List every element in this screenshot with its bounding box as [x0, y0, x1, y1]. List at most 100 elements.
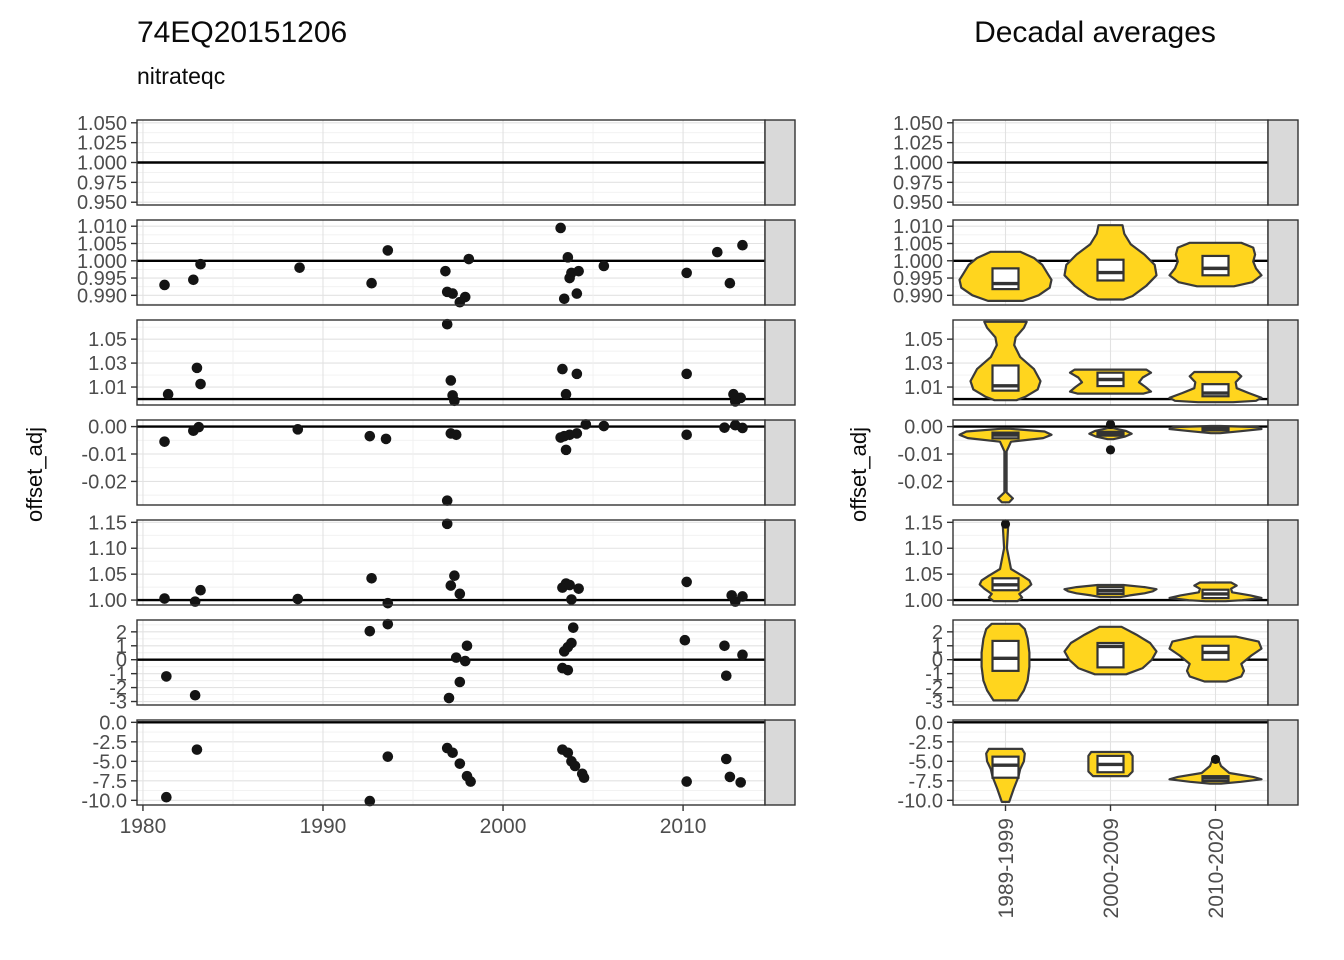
facet-strip — [1267, 219, 1299, 306]
y-tick-label: -0.01 — [897, 444, 943, 466]
y-tick-label: 0.995 — [893, 268, 943, 290]
y-tick-label: 0.950 — [77, 192, 127, 214]
violin-boxplot — [991, 267, 1020, 291]
scatter-point — [679, 634, 691, 646]
scatter-point — [737, 422, 748, 434]
violin-shape — [1168, 759, 1263, 785]
facet-strip — [1267, 119, 1299, 206]
scatter-point — [292, 593, 304, 605]
y-tick-label: 1.03 — [904, 353, 943, 375]
scatter-point — [724, 277, 736, 289]
scatter-point — [681, 776, 692, 787]
violin-shape — [958, 427, 1053, 504]
y-tick-label: 1.15 — [88, 512, 127, 534]
scatter-point — [454, 758, 466, 769]
outlier-point — [1000, 519, 1011, 529]
scatter-point — [366, 277, 377, 289]
violin-shape — [969, 320, 1042, 402]
scatter-point — [459, 655, 471, 667]
scatter-point — [161, 671, 172, 682]
y-tick-label: 1.000 — [893, 153, 943, 175]
x-category-label: 2010-2020 — [1205, 818, 1228, 918]
scatter-point — [189, 689, 201, 701]
scatter-point — [566, 637, 577, 649]
scatter-point — [681, 267, 692, 279]
y-tick-label: -0.01 — [81, 444, 127, 466]
y-tick-label: 1.10 — [88, 538, 127, 560]
scatter-point — [382, 618, 394, 630]
scatter-point — [719, 422, 730, 433]
scatter-point — [571, 288, 583, 299]
scatter-point — [445, 580, 457, 591]
y-tick-label: 1.005 — [893, 233, 943, 255]
scatter-point — [720, 670, 732, 682]
y-tick-label: 0.00 — [904, 417, 943, 439]
scatter-point — [724, 771, 736, 783]
y-tick-label: 1.05 — [904, 329, 943, 351]
y-tick-label: 1.10 — [904, 538, 943, 560]
scatter-point — [159, 593, 170, 604]
scatter-point — [598, 420, 610, 432]
scatter-point — [364, 430, 376, 442]
right-panel-salinity: 0.00-0.01-0.02salinity — [897, 417, 1299, 506]
scatter-point — [292, 424, 304, 435]
scatter-point — [441, 518, 453, 530]
x-tick-label: 1990 — [300, 815, 347, 838]
scatter-point — [555, 222, 566, 234]
violin-boxplot — [1096, 258, 1125, 282]
violin-boxplot — [991, 755, 1020, 779]
scatter-point — [465, 776, 476, 787]
y-tick-label: 1 — [116, 636, 127, 658]
y-tick-label: -1 — [109, 664, 127, 686]
y-tick-label: 0.995 — [77, 268, 127, 290]
facet-strip — [1267, 519, 1299, 606]
scatter-point — [459, 291, 471, 303]
scatter-point — [294, 262, 305, 273]
left-panel-phosphate: 1.051.031.01phosphate — [88, 318, 796, 407]
y-tick-label: 1.05 — [904, 564, 943, 586]
y-tick-label: 1.15 — [904, 512, 943, 534]
y-tick-label: 0.950 — [893, 192, 943, 214]
scatter-point — [189, 596, 201, 607]
x-tick-label: 1980 — [120, 815, 167, 838]
violin-boxplot — [991, 639, 1020, 672]
scatter-point — [382, 751, 394, 762]
scatter-point — [463, 253, 475, 265]
scatter-point — [195, 378, 206, 390]
y-tick-label: -0.02 — [897, 471, 943, 493]
y-tick-label: 1.050 — [893, 113, 943, 135]
scatter-point — [188, 274, 199, 286]
scatter-point — [382, 597, 394, 609]
scatter-point — [450, 429, 462, 441]
x-tick-label: 2010 — [660, 815, 707, 838]
y-tick-label: -0.02 — [81, 471, 127, 493]
scatter-point — [557, 363, 568, 375]
y-tick-label: 1 — [932, 636, 943, 658]
scatter-point — [380, 433, 392, 445]
scatter-point — [441, 495, 453, 506]
outlier-point — [1210, 754, 1221, 764]
y-tick-label: 1.010 — [893, 216, 943, 238]
facet-strip — [764, 619, 796, 706]
scatter-point — [737, 649, 748, 661]
scatter-point — [445, 375, 457, 386]
scatter-point — [450, 652, 462, 663]
y-tick-label: -5.0 — [909, 751, 943, 773]
facet-strip — [764, 319, 796, 406]
scatter-point — [364, 625, 376, 637]
y-tick-label: 0.990 — [77, 285, 127, 307]
y-tick-label: 0.990 — [893, 285, 943, 307]
scatter-point — [560, 388, 572, 400]
y-tick-label: 1.025 — [77, 133, 127, 155]
scatter-point — [195, 258, 206, 270]
facet-strip — [1267, 719, 1299, 806]
y-tick-label: 1.00 — [904, 590, 943, 612]
left-plot-subtitle: nitrateqc — [137, 63, 226, 89]
scatter-point — [454, 676, 466, 688]
y-tick-label: 0 — [116, 650, 127, 672]
y-tick-label: 0.00 — [88, 417, 127, 439]
